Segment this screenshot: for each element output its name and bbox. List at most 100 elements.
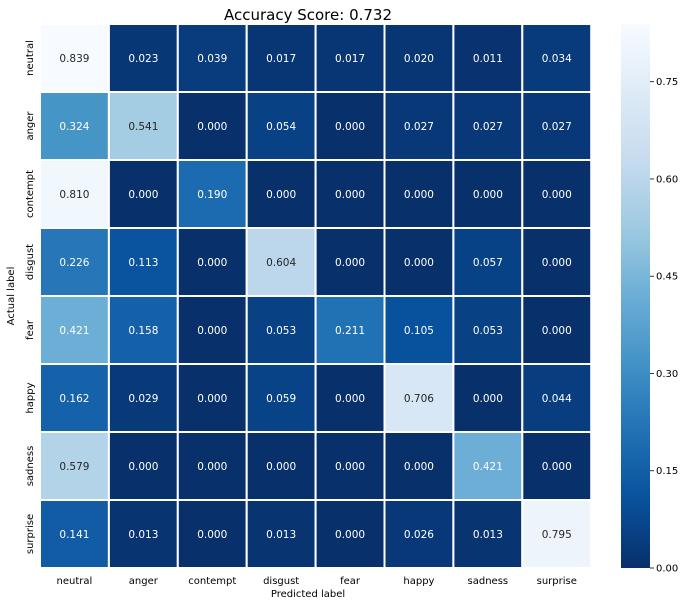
colorbar-tick-label: 0.45 — [656, 272, 678, 283]
heatmap-cell — [383, 431, 455, 501]
heatmap-cell-value: 0.000 — [266, 461, 296, 473]
heatmap-cell-value: 0.057 — [473, 257, 503, 269]
heatmap-cell — [107, 363, 179, 433]
heatmap-cell-value: 0.541 — [128, 121, 158, 133]
heatmap-cell-value: 0.113 — [128, 257, 158, 269]
heatmap-cell-value: 0.211 — [335, 325, 365, 337]
y-tick-label: disgust — [25, 244, 36, 280]
y-tick-label: anger — [25, 111, 36, 141]
heatmap-cell-value: 0.027 — [473, 121, 503, 133]
heatmap-cell-value: 0.000 — [335, 189, 365, 201]
x-tick-label: happy — [403, 576, 434, 587]
heatmap-cell-value: 0.017 — [335, 53, 365, 65]
y-tick-label: fear — [25, 319, 36, 340]
colorbar-tick-label: 0.00 — [656, 564, 678, 575]
heatmap-cell — [452, 363, 524, 433]
y-tick-label: neutral — [25, 40, 36, 76]
heatmap-cell — [314, 499, 386, 569]
heatmap-cell-value: 0.000 — [128, 189, 158, 201]
heatmap-cell-value: 0.059 — [266, 393, 296, 405]
heatmap-cell-value: 0.604 — [266, 257, 296, 269]
heatmap-cell-value: 0.000 — [266, 189, 296, 201]
heatmap-cell-value: 0.017 — [266, 53, 296, 65]
heatmap-cell — [383, 363, 455, 433]
heatmap-cell — [176, 227, 248, 297]
y-tick-label: sadness — [25, 446, 36, 487]
heatmap-cell — [521, 159, 593, 229]
heatmap-cell-value: 0.013 — [473, 529, 503, 541]
heatmap-cell-value: 0.421 — [473, 461, 503, 473]
colorbar-tick-label: 0.60 — [656, 174, 678, 185]
heatmap-cell — [314, 431, 386, 501]
heatmap-cell-value: 0.810 — [59, 189, 89, 201]
heatmap-cell-labels: 0.839 0.023 0.039 0.017 0.017 0.020 0.011 0.034… — [59, 53, 572, 541]
heatmap-cell — [39, 431, 110, 501]
heatmap-cell-value: 0.795 — [542, 529, 572, 541]
heatmap-cell-value: 0.000 — [404, 461, 434, 473]
heatmap-cell — [314, 363, 386, 433]
heatmap-cell-value: 0.000 — [335, 121, 365, 133]
heatmap-cell-value: 0.706 — [404, 393, 434, 405]
heatmap-cell — [39, 159, 110, 229]
heatmap-cell-value: 0.579 — [59, 461, 89, 473]
heatmap-cell-value: 0.034 — [542, 53, 572, 65]
heatmap-cell-value: 0.162 — [59, 393, 89, 405]
heatmap-cell — [107, 91, 179, 161]
heatmap-cell-value: 0.029 — [128, 393, 158, 405]
heatmap-cell-value: 0.000 — [542, 189, 572, 201]
heatmap-cell — [383, 499, 455, 569]
heatmap-cell-value: 0.158 — [128, 325, 158, 337]
heatmap-cell — [383, 91, 455, 161]
heatmap-cell-value: 0.000 — [335, 461, 365, 473]
heatmap-cell — [176, 499, 248, 569]
x-axis-label: Predicted label — [271, 589, 345, 600]
heatmap-cell-value: 0.026 — [404, 529, 434, 541]
colorbar-tick-label: 0.75 — [656, 77, 678, 88]
heatmap-cell — [452, 227, 524, 297]
heatmap-cell — [245, 91, 317, 161]
heatmap-cell-value: 0.054 — [266, 121, 296, 133]
heatmap-cell-value: 0.839 — [59, 53, 89, 65]
heatmap-cell-value: 0.421 — [59, 325, 89, 337]
heatmap-cell — [452, 159, 524, 229]
heatmap-cell-value: 0.013 — [128, 529, 158, 541]
heatmap-cell-value: 0.000 — [197, 121, 227, 133]
heatmap-cell-value: 0.023 — [128, 53, 158, 65]
heatmap-cell-value: 0.000 — [335, 257, 365, 269]
heatmap-cell — [521, 91, 593, 161]
heatmap-cell-value: 0.027 — [404, 121, 434, 133]
heatmap-cell-value: 0.013 — [266, 529, 296, 541]
x-tick-label: neutral — [57, 576, 93, 587]
heatmap-cell-value: 0.000 — [542, 325, 572, 337]
heatmap-cell-value: 0.190 — [197, 189, 227, 201]
heatmap-cell — [245, 295, 317, 365]
heatmap-cell-value: 0.226 — [59, 257, 89, 269]
heatmap-cell — [107, 431, 179, 501]
y-axis-tick-labels: neutral anger contempt disgust fear happy sadn… — [25, 40, 36, 554]
heatmap-cell-value: 0.011 — [473, 53, 503, 65]
heatmap-cell-value: 0.000 — [197, 393, 227, 405]
heatmap-cell-value: 0.141 — [59, 529, 89, 541]
heatmap-cell-value: 0.000 — [542, 461, 572, 473]
heatmap-cell-value: 0.000 — [473, 189, 503, 201]
heatmap-cell — [452, 431, 524, 501]
heatmap-cell-value: 0.000 — [197, 529, 227, 541]
heatmap-cell — [521, 431, 593, 501]
heatmap-cell — [39, 499, 110, 569]
heatmap-cell-value: 0.105 — [404, 325, 434, 337]
heatmap-cell — [176, 431, 248, 501]
heatmap-cell — [521, 363, 593, 433]
y-tick-label: happy — [25, 382, 36, 413]
heatmap-cell-value: 0.053 — [473, 325, 503, 337]
heatmap-cell-value: 0.000 — [335, 393, 365, 405]
colorbar — [621, 24, 650, 568]
heatmap-cell — [314, 295, 386, 365]
heatmap-cell-value: 0.000 — [542, 257, 572, 269]
heatmap-cell-value: 0.000 — [335, 529, 365, 541]
heatmap-cell-value: 0.000 — [473, 393, 503, 405]
heatmap-cell — [245, 499, 317, 569]
heatmap-cell — [314, 159, 386, 229]
heatmap-cell-value: 0.000 — [404, 257, 434, 269]
heatmap-cell-value: 0.000 — [404, 189, 434, 201]
x-tick-label: fear — [340, 576, 361, 587]
